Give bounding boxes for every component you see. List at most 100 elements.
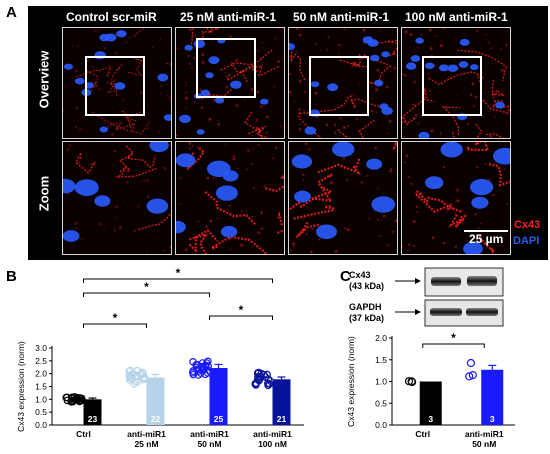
- micrograph-overview-4: [401, 27, 511, 139]
- dapi-nucleus: [214, 97, 225, 104]
- cx43-speckle: [333, 131, 337, 134]
- cx43-speckle: [362, 28, 366, 32]
- y-tick-label: 0.5: [375, 398, 387, 408]
- dapi-nucleus: [495, 101, 505, 109]
- cx43-speckle: [289, 55, 293, 58]
- data-point: [252, 379, 260, 387]
- dapi-nucleus: [291, 154, 313, 169]
- dapi-nucleus: [294, 190, 311, 203]
- n-label: 25: [214, 414, 224, 424]
- significance-bracket: [209, 315, 273, 320]
- dapi-nucleus: [63, 178, 76, 194]
- column-header-100nm: 100 nM anti-miR-1: [405, 10, 508, 24]
- dapi-nucleus: [157, 73, 169, 82]
- cx43-speckle: [353, 142, 355, 143]
- cx43-speckle: [106, 125, 110, 128]
- cx43-speckle: [480, 222, 483, 225]
- dapi-nucleus: [367, 39, 379, 47]
- blot-band-cx43-anti: [467, 276, 497, 286]
- dapi-nucleus: [259, 98, 269, 105]
- cx43-speckle: [425, 127, 427, 129]
- y-tick-label: 2.0: [375, 333, 387, 343]
- cx43-speckle: [98, 222, 102, 226]
- cx43-speckle: [163, 166, 167, 170]
- cx43-membrane-signal: [128, 58, 146, 77]
- cx43-speckle: [66, 147, 70, 151]
- cx43-membrane-signal: [248, 125, 270, 138]
- cx43-speckle: [117, 234, 119, 236]
- cx43-speckle: [114, 52, 118, 55]
- cx43-speckle: [247, 104, 249, 107]
- cx43-speckle: [289, 72, 291, 75]
- dapi-nucleus: [418, 131, 430, 138]
- cx43-speckle: [325, 123, 329, 127]
- cx43-speckle: [304, 142, 308, 146]
- dapi-nucleus: [366, 158, 383, 170]
- cx43-speckle: [387, 132, 389, 134]
- cx43-speckle: [325, 48, 328, 51]
- dapi-nucleus: [64, 63, 73, 70]
- cx43-speckle: [289, 90, 292, 94]
- micrograph-zoom-4: [401, 141, 511, 255]
- dapi-nucleus: [75, 77, 85, 85]
- n-label: 23: [88, 414, 98, 424]
- cx43-speckle: [391, 52, 395, 56]
- cx43-membrane-signal: [86, 70, 99, 94]
- y-tick-label: 1.5: [35, 382, 47, 392]
- dapi-nucleus: [205, 72, 214, 79]
- cx43-speckle: [346, 228, 350, 232]
- cx43-speckle: [212, 177, 215, 179]
- cx43-membrane-signal: [476, 235, 495, 254]
- cx43-speckle: [133, 229, 136, 232]
- x-tick-label: 25 nM: [134, 439, 158, 449]
- cx43-speckle: [428, 28, 432, 32]
- data-point: [263, 370, 271, 379]
- cx43-speckle: [494, 116, 496, 118]
- cx43-membrane-signal: [188, 229, 219, 254]
- cx43-speckle: [159, 38, 162, 41]
- cx43-speckle: [213, 99, 216, 102]
- cx43-speckle: [292, 242, 295, 246]
- cx43-membrane-signal: [415, 192, 453, 213]
- cx43-speckle: [251, 135, 253, 137]
- cx43-speckle: [460, 218, 463, 221]
- cx43-membrane-signal: [448, 213, 468, 228]
- n-label: 21: [277, 414, 287, 424]
- cx43-speckle: [357, 130, 360, 132]
- x-tick-label: 100 nM: [258, 439, 287, 449]
- cx43-speckle: [261, 64, 264, 67]
- blot-band-gapdh-ctrl: [430, 308, 462, 316]
- cx43-speckle: [303, 109, 306, 112]
- cx43-speckle: [77, 45, 79, 47]
- zoom-region-box: [422, 56, 482, 116]
- cx43-speckle: [277, 28, 280, 30]
- cx43-speckle: [273, 85, 276, 88]
- dapi-nucleus: [163, 114, 171, 121]
- cx43-membrane-signal: [491, 79, 505, 99]
- blot-band-gapdh-anti: [466, 308, 498, 316]
- cx43-speckle: [291, 94, 293, 96]
- cx43-speckle: [209, 219, 213, 223]
- cx43-membrane-signal: [244, 111, 264, 138]
- dapi-nucleus: [374, 79, 384, 87]
- cx43-speckle: [194, 236, 197, 239]
- legend-cx43: Cx43: [514, 219, 541, 231]
- significance-bracket: [83, 292, 210, 297]
- cx43-speckle: [232, 157, 236, 161]
- y-tick-label: 1.5: [375, 355, 387, 365]
- blot-label-gapdh-kda: (37 kDa): [349, 313, 385, 323]
- cx43-speckle: [68, 144, 72, 147]
- dapi-nucleus: [63, 230, 80, 242]
- cx43-speckle: [179, 177, 182, 180]
- cx43-speckle: [439, 44, 443, 48]
- data-point: [465, 372, 474, 381]
- blot-label-gapdh: GAPDH (37 kDa): [349, 302, 384, 324]
- cx43-membrane-signal: [485, 133, 505, 138]
- cx43-speckle: [232, 154, 235, 158]
- row-header-zoom: Zoom: [36, 175, 52, 212]
- cx43-membrane-signal: [138, 212, 171, 231]
- cx43-membrane-signal: [488, 163, 510, 187]
- cx43-membrane-signal: [169, 246, 171, 248]
- cx43-speckle: [338, 43, 341, 47]
- cx43-speckle: [120, 209, 122, 212]
